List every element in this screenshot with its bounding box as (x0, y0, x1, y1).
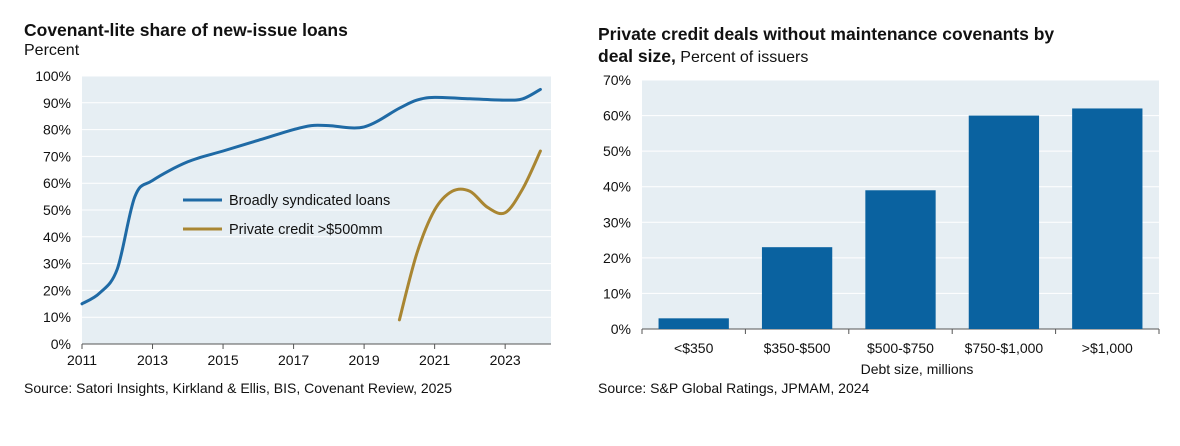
line-y-tick-label: 30% (43, 256, 71, 272)
bar-chart-source: Source: S&P Global Ratings, JPMAM, 2024 (598, 380, 870, 396)
bar-category-label: $750-$1,000 (965, 340, 1044, 356)
line-chart-title: Covenant-lite share of new-issue loans (24, 20, 348, 40)
bar-category-label: <$350 (674, 340, 714, 356)
line-y-tick-label: 10% (43, 309, 71, 325)
bar-1 (761, 247, 833, 329)
line-x-tick-label: 2011 (67, 352, 97, 368)
line-chart-subtitle: Percent (24, 42, 80, 59)
bar-y-tick-label: 40% (603, 179, 631, 195)
line-chart-source: Source: Satori Insights, Kirkland & Elli… (24, 380, 452, 396)
bar-chart-title-bold-part: deal size, (598, 46, 676, 66)
bar-0 (658, 318, 729, 329)
line-y-tick-label: 80% (43, 122, 71, 138)
bar-2 (865, 190, 936, 329)
line-x-tick-label: 2023 (490, 352, 521, 368)
bar-y-tick-label: 70% (603, 72, 631, 88)
line-y-tick-label: 70% (43, 148, 71, 164)
legend-label-broadly-syndicated: Broadly syndicated loans (229, 193, 390, 209)
line-y-tick-label: 100% (35, 68, 71, 84)
bar-3 (968, 115, 1040, 329)
line-y-tick-label: 60% (43, 175, 71, 191)
line-y-tick-label: 90% (43, 95, 71, 111)
line-x-tick-label: 2015 (207, 352, 238, 368)
line-y-tick-label: 50% (43, 202, 71, 218)
bar-x-axis-label: Debt size, millions (861, 361, 974, 377)
bar-chart-panel: Private credit deals without maintenance… (590, 0, 1180, 446)
line-x-tick-label: 2013 (137, 352, 168, 368)
bar-4 (1072, 108, 1143, 329)
line-x-tick-label: 2019 (349, 352, 380, 368)
line-y-tick-label: 0% (51, 336, 71, 352)
line-chart: 0% 10% 20% 30% 40% 50% 60% 70% 80% 90% 100% 2011 20… (35, 68, 551, 368)
line-x-tick-label: 2021 (419, 352, 450, 368)
bar-category-label: $350-$500 (764, 340, 831, 356)
bar-y-tick-label: 50% (603, 143, 631, 159)
bar-y-tick-label: 10% (603, 285, 631, 301)
series-line-private-credit (397, 149, 542, 322)
bar-chart-title-line1: Private credit deals without maintenance… (598, 24, 1055, 44)
bar-y-tick-label: 0% (611, 321, 631, 337)
line-x-tick-label: 2017 (278, 352, 309, 368)
bar-category-label: $500-$750 (867, 340, 934, 356)
bar-y-tick-label: 20% (603, 250, 631, 266)
legend-label-private-credit: Private credit >$500mm (229, 222, 383, 238)
line-chart-panel: Covenant-lite share of new-issue loans P… (0, 0, 580, 446)
line-y-tick-label: 40% (43, 229, 71, 245)
bar-chart: 0% 10% 20% 30% 40% 50% 60% 70% <$350 $350-$500 $5… (603, 72, 1160, 377)
bar-chart-title-line2: deal size, Percent of issuers (598, 46, 808, 68)
line-y-tick-label: 20% (43, 282, 71, 298)
bar-y-tick-label: 60% (603, 108, 631, 124)
bar-chart-subtitle: Percent of issuers (680, 49, 809, 66)
series-line-broadly-syndicated (80, 87, 542, 306)
bar-y-tick-label: 30% (603, 214, 631, 230)
bar-category-label: >$1,000 (1082, 340, 1133, 356)
